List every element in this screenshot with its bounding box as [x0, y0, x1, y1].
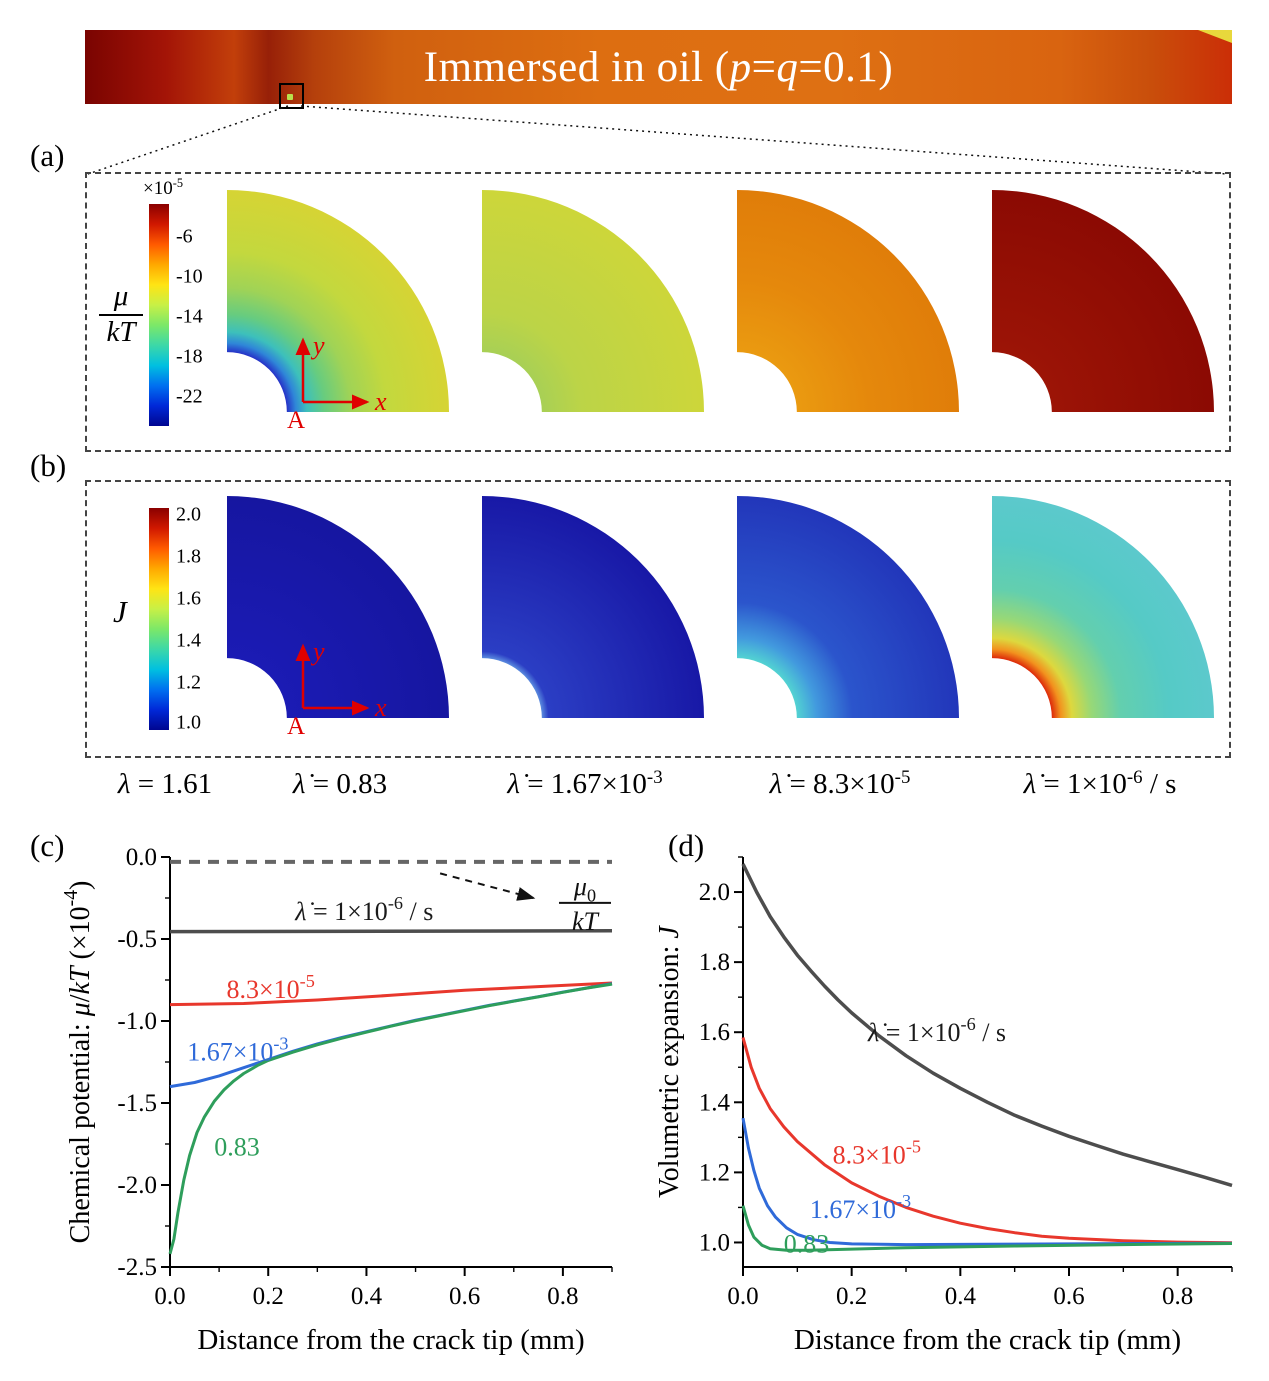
colorbar-j: 2.0 1.8 1.6 1.4 1.2 1.0 — [149, 503, 225, 734]
banner-title: Immersed in oil (p=q=0.1) — [423, 43, 894, 91]
svg-text:-1.0: -1.0 — [117, 1008, 157, 1035]
contour-j-rate-1.67e-3 — [482, 496, 704, 718]
colorbar-exponent: ×10-5 — [143, 176, 184, 199]
frac-bar — [99, 313, 143, 316]
panel-d-label: (d) — [668, 828, 705, 863]
svg-text:0.2: 0.2 — [836, 1283, 867, 1310]
svg-text:Distance from the crack tip (m: Distance from the crack tip (mm) — [794, 1324, 1181, 1356]
colorbar-tick: -18 — [176, 345, 203, 368]
contour-j-rate-1e-6 — [992, 496, 1214, 718]
contour-mu-rate-0.83: y x A — [227, 190, 449, 434]
colorbar-tick: -14 — [176, 305, 203, 328]
panel-c-label: (c) — [30, 828, 65, 863]
svg-text:-0.5: -0.5 — [117, 926, 157, 953]
panel-b-label: (b) — [30, 448, 67, 483]
colorbar-tick: 1.4 — [176, 629, 201, 652]
stretch-label: λ = 1.61 — [117, 768, 213, 800]
colorbar-tick: 1.6 — [176, 587, 201, 610]
chart-chemical-potential: 0.0 0.2 0.4 0.6 0.8 0.0 -0.5 -1.0 -1.5 -2.0 -2.5 λ̇… — [61, 844, 613, 1356]
svg-text:0.2: 0.2 — [253, 1283, 284, 1310]
svg-text:0.0: 0.0 — [154, 1283, 185, 1310]
svg-text:-1.5: -1.5 — [117, 1090, 157, 1117]
svg-text:1.2: 1.2 — [699, 1159, 730, 1186]
rate-label-0.83: λ̇ = 0.83 — [292, 768, 388, 800]
svg-text:λ̇ = 1×10-6 / s: λ̇ = 1×10-6 / s — [867, 1014, 1006, 1047]
colorbar-tick: -10 — [176, 265, 203, 288]
colorbar-mu-kt: -6 -10 -14 -18 -22 — [149, 204, 225, 426]
svg-text:μ0: μ0 — [573, 872, 596, 906]
svg-text:Distance from the crack tip (m: Distance from the crack tip (mm) — [197, 1324, 584, 1356]
contour-mu-rate-8.3e-5 — [737, 190, 959, 412]
svg-text:8.3×10-5: 8.3×10-5 — [833, 1137, 921, 1170]
colorbar-tick: 2.0 — [176, 503, 201, 526]
panel-a-box: μ kT ×10-5 -6 -10 -14 -18 -22 y x A — [85, 172, 1231, 452]
panel-a-label: (a) — [30, 138, 65, 173]
series-rate-1e-6 — [169, 929, 613, 934]
series-rate-8.3e-5 — [169, 981, 613, 1007]
svg-text:1.67×10-3: 1.67×10-3 — [810, 1191, 911, 1224]
svg-text:1.67×10-3: 1.67×10-3 — [187, 1033, 288, 1066]
colorbar-tick: 1.8 — [176, 545, 201, 568]
colorbar-tick: -22 — [176, 385, 203, 408]
svg-text:0.8: 0.8 — [1162, 1283, 1193, 1310]
svg-text:λ̇ = 1×10-6 / s: λ̇ = 1×10-6 / s — [294, 893, 433, 926]
svg-text:0.83: 0.83 — [214, 1132, 260, 1161]
svg-text:0.4: 0.4 — [351, 1283, 383, 1310]
contour-j-rate-8.3e-5 — [737, 496, 959, 718]
svg-text:1.8: 1.8 — [699, 949, 730, 976]
series-rate-0.83 — [741, 1205, 1233, 1252]
svg-text:0.6: 0.6 — [1053, 1283, 1084, 1310]
svg-text:8.3×10-5: 8.3×10-5 — [226, 971, 314, 1004]
svg-text:0.0: 0.0 — [727, 1283, 758, 1310]
frac-denominator: kT — [106, 315, 136, 348]
colorbar-tick: -6 — [176, 225, 193, 248]
frac-numerator: μ — [113, 280, 129, 312]
colorbar-gradient — [149, 204, 169, 426]
series-rate-0.83 — [168, 982, 613, 1255]
svg-text:0.0: 0.0 — [126, 844, 157, 871]
chart-volumetric-expansion: 0.0 0.2 0.4 0.6 0.8 1.0 1.2 1.4 1.6 1.8 2.0 λ̇ = 1×… — [654, 856, 1233, 1356]
svg-text:kT: kT — [572, 907, 600, 936]
colorbar-tick: 1.2 — [176, 671, 201, 694]
svg-text:Chemical potential: μ/kT (×10-: Chemical potential: μ/kT (×10-4) — [61, 881, 96, 1244]
svg-text:-2.0: -2.0 — [117, 1172, 157, 1199]
svg-text:1.4: 1.4 — [699, 1089, 731, 1116]
crack-zoom-marker — [279, 83, 304, 109]
svg-text:1.6: 1.6 — [699, 1019, 730, 1046]
colorbar-gradient — [149, 508, 169, 730]
svg-text:0.6: 0.6 — [449, 1283, 480, 1310]
contour-j-rate-0.83: y x A — [227, 496, 449, 740]
colorbar-tick: 1.0 — [176, 711, 201, 734]
svg-text:0.4: 0.4 — [945, 1283, 977, 1310]
crack-tip-dot — [287, 94, 293, 100]
contour-mu-rate-1e-6 — [992, 190, 1214, 412]
svg-text:2.0: 2.0 — [699, 879, 730, 906]
rate-label-8.3e-5: λ̇ = 8.3×10-5 — [769, 766, 911, 800]
svg-text:0.83: 0.83 — [784, 1229, 830, 1258]
svg-text:1.0: 1.0 — [699, 1229, 730, 1256]
rate-label-1.67e-3: λ̇ = 1.67×10-3 — [507, 766, 663, 800]
svg-text:0.8: 0.8 — [547, 1283, 578, 1310]
corner-highlight — [1198, 30, 1232, 43]
svg-text:-2.5: -2.5 — [117, 1254, 157, 1281]
svg-text:Volumetric expansion: J: Volumetric expansion: J — [654, 925, 685, 1198]
series-rate-1e-6 — [741, 863, 1233, 1188]
j-axis-label: J — [113, 594, 127, 629]
connector-line-left — [87, 105, 289, 175]
connector-line-right — [300, 105, 1228, 175]
panel-b-box: J 2.0 1.8 1.6 1.4 1.2 1.0 y x A — [85, 480, 1231, 758]
specimen-strip: Immersed in oil (p=q=0.1) — [85, 30, 1232, 104]
contour-mu-rate-1.67e-3 — [482, 190, 704, 412]
series-rate-8.3e-5 — [741, 1037, 1233, 1245]
rate-label-1e-6: λ̇ = 1×10-6 / s — [1023, 766, 1177, 800]
series-rate-1.67e-3 — [741, 1117, 1233, 1247]
mu-kt-axis-label: μ kT — [95, 280, 147, 348]
zoom-connector-lines — [87, 105, 1228, 175]
